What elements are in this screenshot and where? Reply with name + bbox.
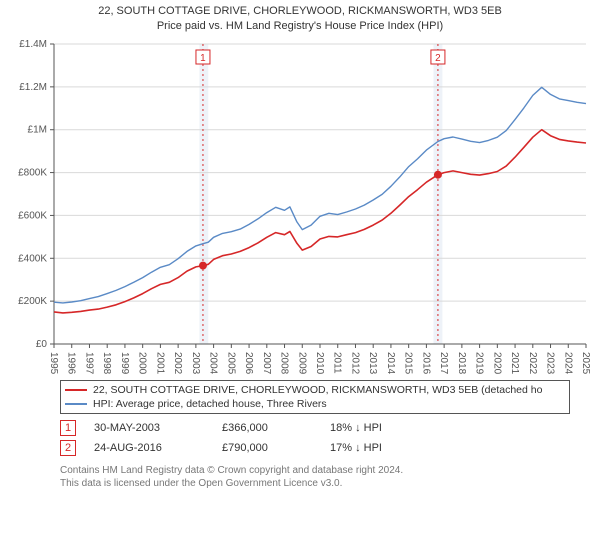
svg-text:2005: 2005 xyxy=(225,352,236,375)
legend-item: 22, SOUTH COTTAGE DRIVE, CHORLEYWOOD, RI… xyxy=(63,383,567,397)
svg-text:2019: 2019 xyxy=(474,352,485,375)
svg-text:£600K: £600K xyxy=(18,210,47,221)
legend-label: HPI: Average price, detached house, Thre… xyxy=(93,398,327,410)
svg-text:2: 2 xyxy=(435,53,441,64)
svg-text:£1.2M: £1.2M xyxy=(19,82,47,93)
title-line-2: Price paid vs. HM Land Registry's House … xyxy=(6,19,594,34)
svg-text:2007: 2007 xyxy=(261,352,272,375)
footer-note: Contains HM Land Registry data © Crown c… xyxy=(60,464,570,490)
sales-table: 1 30-MAY-2003 £366,000 18% ↓ HPI 2 24-AUG-201… xyxy=(60,418,570,458)
svg-text:£400K: £400K xyxy=(18,253,47,264)
sale-date: 24-AUG-2016 xyxy=(94,442,204,454)
sale-row: 2 24-AUG-2016 £790,000 17% ↓ HPI xyxy=(60,438,570,458)
svg-text:2010: 2010 xyxy=(314,352,325,375)
svg-text:2011: 2011 xyxy=(332,352,343,374)
svg-text:1995: 1995 xyxy=(48,352,59,375)
svg-text:2012: 2012 xyxy=(349,352,360,375)
svg-text:2017: 2017 xyxy=(438,352,449,375)
title-line-1: 22, SOUTH COTTAGE DRIVE, CHORLEYWOOD, RI… xyxy=(6,4,594,19)
svg-text:2006: 2006 xyxy=(243,352,254,375)
svg-text:£0: £0 xyxy=(36,339,48,350)
svg-text:2009: 2009 xyxy=(296,352,307,375)
chart-area: £0 £200K £400K £600K £800K £1M £1.2M £1.4M 1995 1… xyxy=(0,36,600,376)
svg-text:2024: 2024 xyxy=(562,352,573,375)
sale-price: £790,000 xyxy=(222,442,312,454)
sale-date: 30-MAY-2003 xyxy=(94,422,204,434)
svg-text:1999: 1999 xyxy=(119,352,130,375)
legend-swatch xyxy=(65,403,87,405)
svg-text:2025: 2025 xyxy=(580,352,591,375)
legend-item: HPI: Average price, detached house, Thre… xyxy=(63,397,567,411)
legend-swatch xyxy=(65,389,87,391)
title-block: 22, SOUTH COTTAGE DRIVE, CHORLEYWOOD, RI… xyxy=(0,0,600,36)
sale-marker: 1 xyxy=(60,420,76,436)
svg-text:2004: 2004 xyxy=(208,352,219,375)
svg-text:2021: 2021 xyxy=(509,352,520,375)
svg-text:2000: 2000 xyxy=(137,352,148,375)
svg-text:1: 1 xyxy=(200,53,206,64)
svg-text:2013: 2013 xyxy=(367,352,378,375)
sale-diff: 17% ↓ HPI xyxy=(330,442,420,454)
chart-svg: £0 £200K £400K £600K £800K £1M £1.2M £1.4M 1995 1… xyxy=(0,36,600,376)
legend-label: 22, SOUTH COTTAGE DRIVE, CHORLEYWOOD, RI… xyxy=(93,384,542,396)
svg-text:2014: 2014 xyxy=(385,352,396,375)
footer-line-2: This data is licensed under the Open Gov… xyxy=(60,477,570,490)
svg-text:1998: 1998 xyxy=(101,352,112,375)
sale-row: 1 30-MAY-2003 £366,000 18% ↓ HPI xyxy=(60,418,570,438)
svg-text:2008: 2008 xyxy=(279,352,290,375)
svg-text:2023: 2023 xyxy=(545,352,556,375)
footer-line-1: Contains HM Land Registry data © Crown c… xyxy=(60,464,570,477)
sale-diff: 18% ↓ HPI xyxy=(330,422,420,434)
svg-text:2002: 2002 xyxy=(172,352,183,375)
svg-text:2020: 2020 xyxy=(491,352,502,375)
svg-text:1996: 1996 xyxy=(66,352,77,375)
svg-text:2018: 2018 xyxy=(456,352,467,375)
svg-text:2022: 2022 xyxy=(527,352,538,375)
svg-text:2003: 2003 xyxy=(190,352,201,375)
sale-price: £366,000 xyxy=(222,422,312,434)
legend: 22, SOUTH COTTAGE DRIVE, CHORLEYWOOD, RI… xyxy=(60,380,570,414)
svg-text:£800K: £800K xyxy=(18,167,47,178)
svg-text:2016: 2016 xyxy=(420,352,431,375)
sale-marker: 2 xyxy=(60,440,76,456)
svg-text:£200K: £200K xyxy=(18,296,47,307)
svg-text:£1M: £1M xyxy=(28,124,47,135)
svg-text:1997: 1997 xyxy=(83,352,94,375)
svg-text:2015: 2015 xyxy=(403,352,414,375)
svg-text:£1.4M: £1.4M xyxy=(19,39,47,50)
svg-text:2001: 2001 xyxy=(154,352,165,375)
